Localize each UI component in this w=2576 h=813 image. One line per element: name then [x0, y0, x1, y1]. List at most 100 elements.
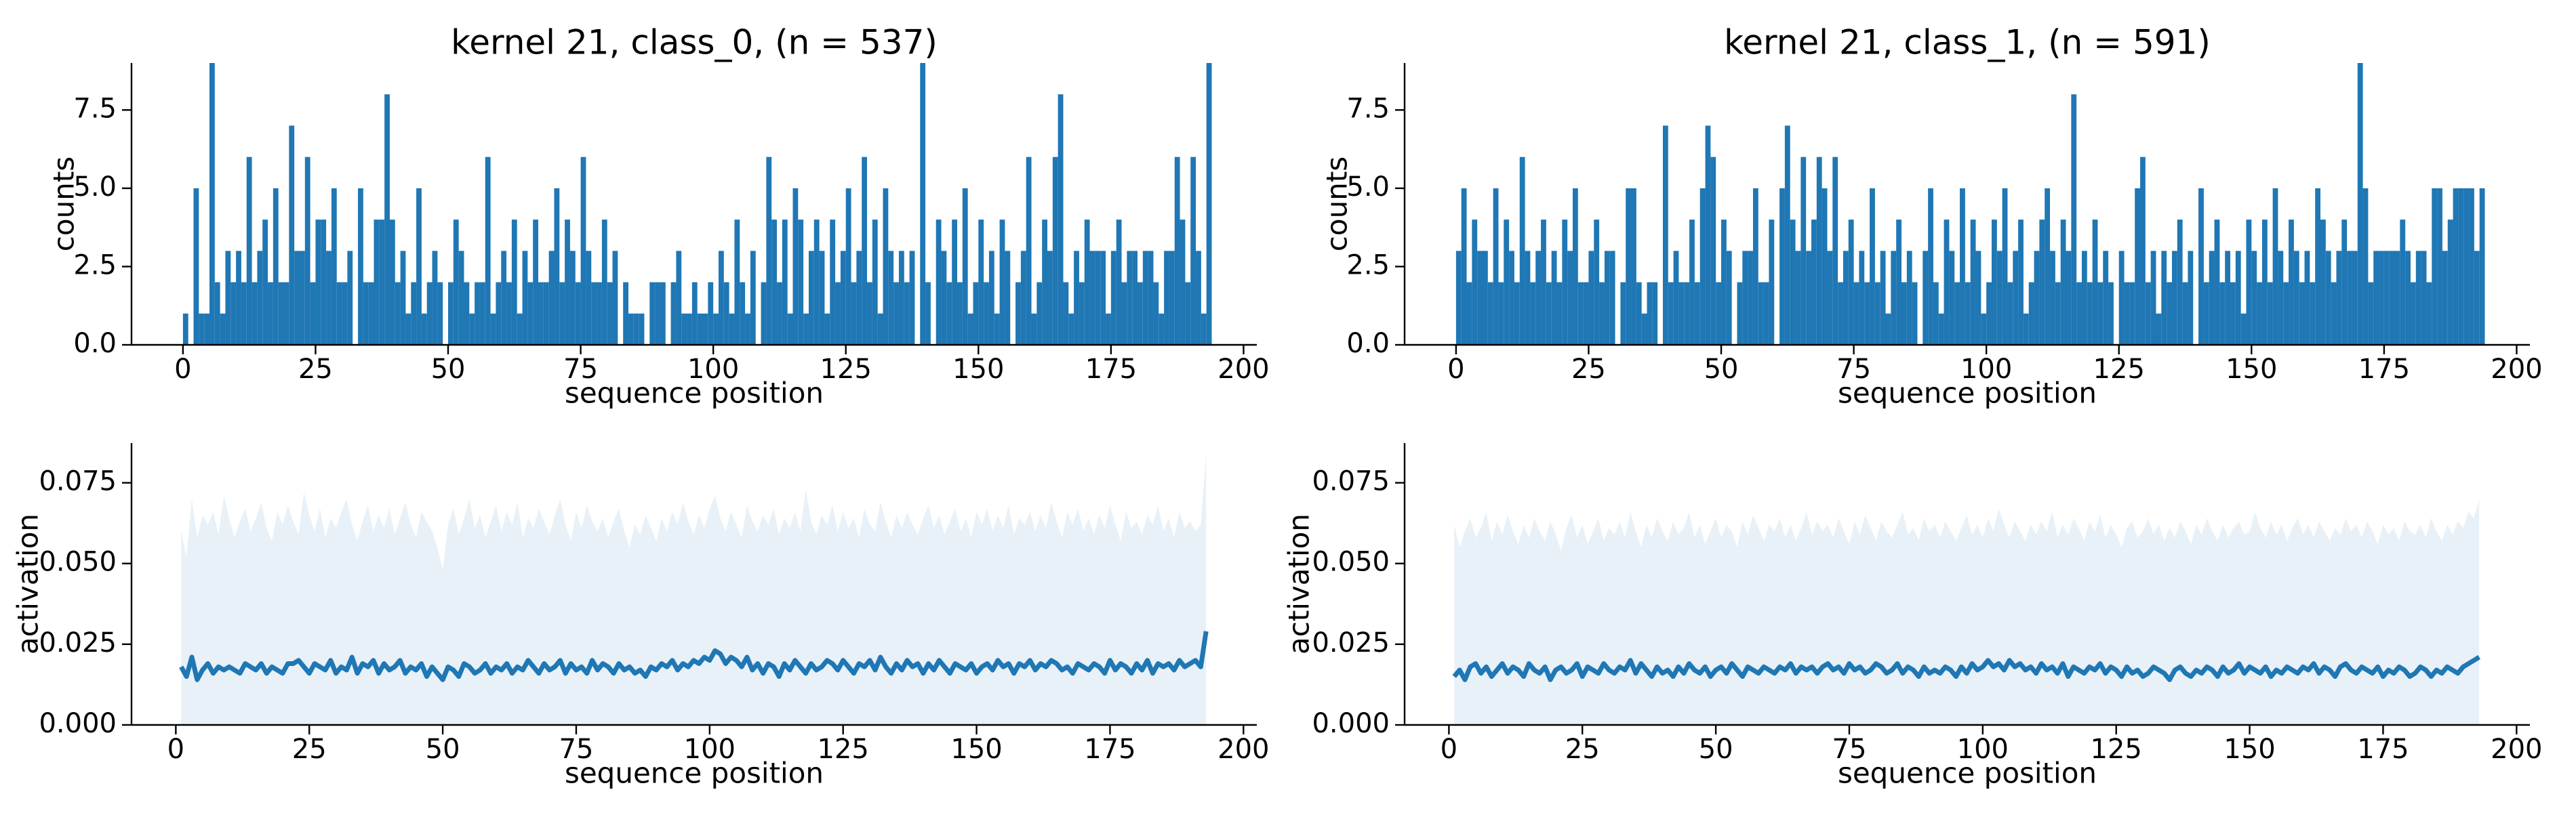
bar [2479, 188, 2485, 345]
bar [1647, 282, 1653, 345]
x-tick-label: 50 [1704, 354, 1739, 385]
bar [1626, 188, 1632, 345]
bar [973, 282, 979, 345]
bar [2167, 282, 2172, 345]
bar [718, 251, 724, 345]
bar [2145, 282, 2151, 345]
bar [1827, 251, 1833, 345]
bar [1461, 188, 1467, 345]
bar [1074, 251, 1079, 345]
bar [374, 220, 380, 345]
bar [2039, 220, 2045, 345]
x-tick-label: 150 [2223, 734, 2275, 765]
bar [1556, 282, 1563, 345]
bar [1079, 282, 1085, 345]
bar [1106, 313, 1111, 345]
bar [2240, 313, 2247, 345]
bar [1752, 188, 1758, 345]
bar [1063, 282, 1069, 345]
x-tick-label: 25 [292, 734, 327, 765]
bar [2081, 251, 2087, 345]
bar [856, 251, 862, 345]
bar [580, 157, 586, 345]
bar [2214, 220, 2220, 345]
bar [1970, 220, 1976, 345]
bar [543, 282, 549, 345]
bar [2432, 188, 2438, 345]
bar [2140, 157, 2146, 345]
bar [840, 251, 846, 345]
bar [1991, 220, 1997, 345]
bar [230, 282, 237, 345]
bar [368, 282, 374, 345]
bar [2383, 251, 2390, 345]
bar [2118, 251, 2125, 345]
bar [830, 220, 836, 345]
bar [1848, 220, 1854, 345]
x-tick-label: 200 [2491, 734, 2542, 765]
bar [1487, 282, 1493, 345]
bar [2389, 251, 2395, 345]
x-tick-label: 25 [298, 354, 333, 385]
bar [548, 251, 555, 345]
bar [1493, 188, 1499, 345]
bar [506, 282, 512, 345]
bar [1816, 157, 1822, 345]
y-tick-label: 0.025 [39, 627, 117, 659]
y-axis-label: activation [12, 514, 45, 654]
bar [1822, 188, 1828, 345]
bar [1981, 313, 1987, 345]
bar [952, 220, 958, 345]
bar [1699, 188, 1706, 345]
bar [395, 282, 401, 345]
bar [2373, 251, 2379, 345]
bar [925, 282, 931, 345]
bar [2018, 220, 2024, 345]
bar [1567, 251, 1573, 345]
bar [522, 251, 528, 345]
bar [1694, 282, 1700, 345]
bar [278, 282, 284, 345]
bar [1944, 220, 1950, 345]
bar [803, 313, 809, 345]
bar [527, 282, 534, 345]
bar [475, 282, 480, 345]
bar [199, 313, 205, 345]
bar [517, 313, 523, 345]
bar [660, 282, 666, 345]
bar [2108, 282, 2114, 345]
bar [1668, 282, 1674, 345]
x-tick-label: 75 [563, 354, 598, 385]
bar [1769, 220, 1775, 345]
bar [304, 157, 310, 345]
bar [1870, 188, 1875, 345]
bar [448, 282, 454, 345]
bar [872, 220, 878, 345]
bar [1896, 220, 1901, 345]
bar [1037, 282, 1043, 345]
bar [1005, 251, 1011, 345]
bar [2293, 251, 2299, 345]
x-tick-label: 125 [820, 354, 872, 385]
bar [533, 220, 539, 345]
bar [1790, 220, 1796, 345]
bar [957, 282, 963, 345]
bar [2283, 282, 2289, 345]
bar [1159, 313, 1165, 345]
bar [734, 220, 740, 345]
y-tick-label: 0.000 [1312, 708, 1390, 739]
bar [1684, 282, 1690, 345]
bar [2415, 251, 2421, 345]
bar [1174, 157, 1180, 345]
bar [1498, 282, 1504, 345]
bar [2246, 220, 2252, 345]
bar [273, 188, 279, 345]
bar [1795, 251, 1801, 345]
bar [214, 282, 220, 345]
bar [294, 251, 300, 345]
bar [299, 251, 305, 345]
bar [787, 313, 793, 345]
bar [591, 282, 597, 345]
bar [496, 282, 502, 345]
x-tick-label: 75 [559, 734, 594, 765]
